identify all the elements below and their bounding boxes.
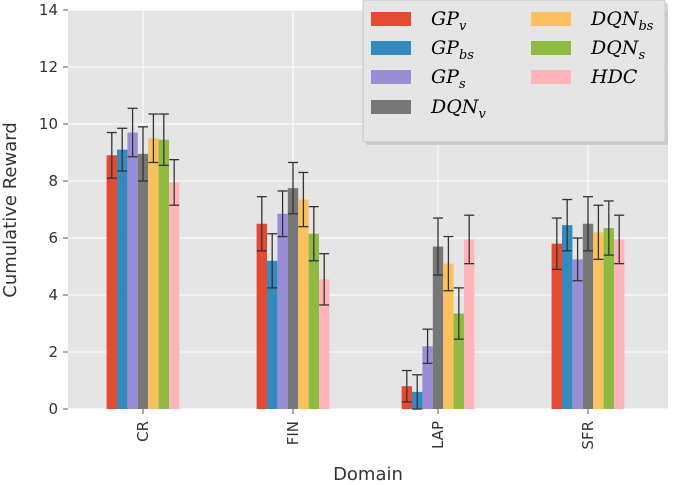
error-bar-DQN_s-SFR xyxy=(603,200,614,256)
error-bar-DQN_s-CR xyxy=(158,113,169,166)
error-bar-HDC-FIN xyxy=(319,253,330,306)
bar-GP_s-CR xyxy=(127,132,138,410)
legend-label-DQN_bs: DQNbs xyxy=(590,8,654,34)
bar-GP_v-FIN xyxy=(256,223,267,409)
legend-swatch-DQN_v xyxy=(371,100,411,114)
x-axis-ticks: CR FIN LAP SFR xyxy=(134,409,597,450)
bar-DQN_v-SFR xyxy=(582,223,594,409)
bar-DQN_s-CR xyxy=(158,139,169,410)
error-bar-GP_s-CR xyxy=(127,107,138,158)
y-tick-label: 8 xyxy=(48,172,58,190)
error-bar-GP_s-SFR xyxy=(572,237,583,282)
y-tick-label: 14 xyxy=(39,1,58,19)
bar-HDC-CR xyxy=(169,182,180,409)
error-bar-DQN_bs-LAP xyxy=(443,235,454,292)
bar-HDC-LAP xyxy=(464,239,475,409)
error-bar-HDC-CR xyxy=(169,158,180,206)
bar-GP_bs-CR xyxy=(117,149,128,409)
error-bar-GP_s-FIN xyxy=(277,190,288,238)
error-bar-GP_bs-SFR xyxy=(562,198,573,252)
y-tick-label: 12 xyxy=(39,58,58,76)
bar-GP_bs-SFR xyxy=(562,225,573,409)
legend-label-DQN_v: DQNv xyxy=(430,96,486,122)
error-bar-GP_bs-FIN xyxy=(267,233,278,289)
y-tick-label: 10 xyxy=(39,115,58,133)
error-bar-GP_s-LAP xyxy=(422,328,433,365)
bar-GP_v-CR xyxy=(106,155,117,409)
error-bar-HDC-SFR xyxy=(614,214,625,265)
x-tick-label: LAP xyxy=(429,421,447,449)
error-bar-DQN_s-FIN xyxy=(308,205,319,262)
error-bar-GP_v-LAP xyxy=(401,369,412,403)
legend-swatch-DQN_s xyxy=(531,41,571,55)
error-bar-DQN_bs-FIN xyxy=(298,171,309,228)
y-tick-label: 0 xyxy=(48,400,58,418)
bar-DQN_v-FIN xyxy=(287,188,299,409)
bar-HDC-FIN xyxy=(319,279,330,409)
bar-DQN_s-SFR xyxy=(603,228,614,409)
x-tick-label: FIN xyxy=(284,421,302,445)
legend-swatch-GP_v xyxy=(371,12,411,26)
error-bar-DQN_v-FIN xyxy=(288,161,298,215)
legend-label-GP_s: GPs xyxy=(431,66,466,92)
error-bar-HDC-LAP xyxy=(464,214,475,265)
bar-DQN_v-CR xyxy=(137,153,149,409)
bar-DQN_bs-CR xyxy=(148,138,159,409)
y-tick-label: 2 xyxy=(48,343,58,361)
bar-group xyxy=(106,132,625,410)
error-bar-DQN_v-SFR xyxy=(583,196,593,252)
error-bar-DQN_s-LAP xyxy=(453,287,464,340)
legend-box xyxy=(362,0,666,143)
bar-GP_s-SFR xyxy=(572,259,583,409)
bar-GP_s-FIN xyxy=(277,213,288,409)
bar-DQN_v-LAP xyxy=(432,246,444,409)
bar-DQN_bs-LAP xyxy=(443,263,454,409)
bar-GP_v-SFR xyxy=(551,243,562,409)
y-axis-title: Cumulative Reward xyxy=(0,122,21,298)
error-bar-DQN_bs-CR xyxy=(148,113,159,164)
legend-swatch-HDC xyxy=(531,70,571,84)
error-bar-GP_v-SFR xyxy=(551,217,562,271)
y-tick-label: 6 xyxy=(48,229,58,247)
error-bar-GP_v-CR xyxy=(106,131,117,179)
bar-DQN_s-FIN xyxy=(308,233,319,409)
legend-swatch-GP_s xyxy=(371,70,411,84)
error-bar-DQN_v-LAP xyxy=(433,217,443,276)
x-tick-label: SFR xyxy=(579,421,597,450)
y-tick-label: 4 xyxy=(48,286,58,304)
x-tick-label: CR xyxy=(134,421,152,442)
error-bar-GP_v-FIN xyxy=(256,196,267,252)
error-bar-GP_bs-LAP xyxy=(412,374,423,410)
legend-label-DQN_s: DQNs xyxy=(590,37,645,63)
bar-DQN_s-LAP xyxy=(453,313,464,409)
legend-label-GP_bs: GPbs xyxy=(431,37,474,63)
error-bar-DQN_v-CR xyxy=(138,126,148,182)
y-axis-ticks: 0 2 4 6 8 10 12 14 xyxy=(39,1,68,418)
bar-GP_s-LAP xyxy=(422,346,433,409)
legend-label-GP_v: GPv xyxy=(431,8,467,34)
x-axis-title: Domain xyxy=(333,464,403,485)
error-bar-group xyxy=(106,107,625,410)
bar-GP_bs-FIN xyxy=(267,260,278,409)
legend-label-HDC: HDC xyxy=(590,66,638,88)
bar-DQN_bs-FIN xyxy=(298,199,309,409)
bar-DQN_bs-SFR xyxy=(593,232,604,409)
error-bar-GP_bs-CR xyxy=(117,127,128,172)
legend: GPv GPbs GPs DQNv DQNbs DQNs HDC xyxy=(362,0,668,145)
bar-HDC-SFR xyxy=(614,239,625,409)
legend-swatch-GP_bs xyxy=(371,41,411,55)
legend-swatch-DQN_bs xyxy=(531,12,571,26)
error-bar-DQN_bs-SFR xyxy=(593,204,604,261)
